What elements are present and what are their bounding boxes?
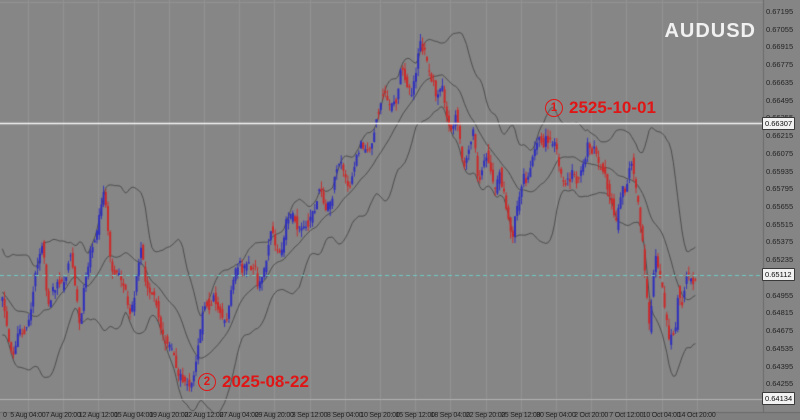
price-line-label: 0.65112 [762, 268, 795, 282]
time-axis-label: 10 Sep 20:00 [360, 412, 400, 419]
annotation-top-text: 2525-10-01 [569, 98, 656, 117]
time-axis-label: 14 Oct 20:00 [677, 412, 716, 419]
time-axis-label: 8 Sep 04:00 [326, 412, 363, 419]
time-axis-label: 29 Aug 20:00 [254, 412, 294, 419]
price-axis-label: 0.66775 [766, 60, 794, 70]
time-axis-label: 19 Aug 20:00 [149, 412, 189, 419]
time-axis-label: 25 Sep 12:00 [501, 412, 541, 419]
time-axis-label: 18 Sep 04:00 [430, 412, 470, 419]
time-axis-label: 7 Oct 12:00 [609, 412, 644, 419]
price-axis-label: 0.66495 [766, 95, 794, 105]
price-axis-label: 0.64815 [766, 308, 794, 318]
time-axis-label: 15 Aug 04:00 [114, 412, 153, 419]
annotation-bottom[interactable]: 2 2025-08-22 [198, 372, 309, 392]
price-axis-label: 0.65235 [766, 255, 794, 265]
price-line-label: 0.64134 [762, 392, 796, 406]
time-axis-label: 10 Oct 04:00 [642, 412, 681, 419]
price-axis-label: 0.65935 [766, 166, 794, 176]
time-axis-label: 7 Aug 20:00 [45, 412, 81, 419]
price-axis-label: 0.65795 [766, 184, 794, 194]
time-axis-label: 2 Oct 20:00 [574, 412, 609, 419]
price-axis-label: 0.67195 [766, 6, 794, 16]
price-axis-label: 0.66635 [766, 77, 794, 87]
price-axis-label: 0.65515 [766, 219, 794, 229]
price-axis-label: 0.64675 [766, 326, 794, 336]
time-axis-label: 22 Aug 12:00 [184, 412, 224, 419]
symbol-watermark: AUDUSD [664, 20, 756, 42]
time-axis-label: 12 Aug 12:00 [78, 412, 118, 419]
price-axis-label: 0.65375 [766, 237, 794, 247]
time-axis-label: 22 Sep 20:00 [465, 412, 506, 419]
price-axis[interactable]: 0.67195 0.67055 0.66915 0.66775 0.66635 0.664… [762, 0, 800, 412]
price-axis-label: 0.66075 [766, 148, 794, 158]
price-axis-label: 0.66915 [766, 42, 794, 52]
circled-number-icon: 2 [198, 373, 216, 391]
price-axis-label: 0.65655 [766, 202, 794, 211]
annotation-top[interactable]: 1 2525-10-01 [545, 98, 656, 118]
time-axis-label: 30 Sep 04:00 [536, 412, 576, 419]
time-axis-label: 5 Aug 04:00 [10, 412, 46, 419]
time-axis-label: 3 Sep 12:00 [291, 412, 328, 419]
time-axis-label: 15 Sep 12:00 [395, 412, 435, 419]
price-axis-label: 0.64955 [766, 290, 794, 300]
price-axis-label: 0.64255 [766, 379, 794, 389]
price-line-label: 0.66307 [762, 116, 796, 130]
price-axis-label: 0.67055 [766, 24, 794, 34]
price-axis-label: 0.64395 [766, 361, 794, 371]
price-axis-label: 0.66215 [766, 131, 794, 140]
time-axis-label: 27 Aug 04:00 [219, 412, 259, 419]
time-axis-label-partial: 0 [3, 412, 7, 419]
annotation-bottom-text: 2025-08-22 [222, 372, 309, 391]
price-axis-label: 0.64535 [766, 343, 794, 353]
circled-number-icon: 1 [545, 99, 563, 117]
